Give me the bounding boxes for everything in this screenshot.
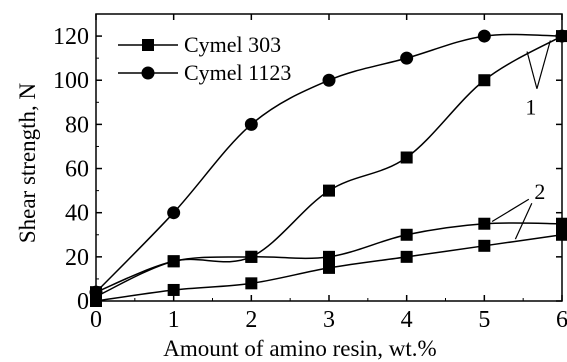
x-tick-label: 4 bbox=[401, 307, 413, 333]
square-point bbox=[167, 283, 180, 296]
legend-circle-icon bbox=[141, 66, 155, 80]
leader-line-2a bbox=[491, 198, 530, 223]
leader-line-1b bbox=[526, 51, 538, 89]
series-1 bbox=[90, 217, 567, 299]
square-point bbox=[478, 74, 491, 87]
square-point bbox=[323, 250, 335, 263]
legend-square-icon bbox=[142, 39, 154, 51]
square-point bbox=[323, 261, 335, 274]
circle-point bbox=[244, 117, 258, 131]
annotation-layer: 12 bbox=[491, 40, 551, 240]
leader-line-1a bbox=[536, 40, 551, 89]
square-point bbox=[556, 30, 567, 43]
x-axis-title: Amount of amino resin, wt.% bbox=[163, 336, 436, 361]
legend: Cymel 303 Cymel 1123 bbox=[118, 32, 291, 85]
circle-point bbox=[322, 73, 336, 87]
y-tick-label: 80 bbox=[65, 112, 89, 138]
x-tick-label: 5 bbox=[478, 307, 490, 333]
y-tick-label: 0 bbox=[77, 289, 89, 315]
legend-item-2: Cymel 1123 bbox=[118, 60, 291, 85]
y-axis-title: Shear strength, N bbox=[15, 82, 40, 243]
y-tick-label: 100 bbox=[53, 68, 89, 94]
series-layer bbox=[89, 29, 567, 307]
square-point bbox=[478, 217, 491, 230]
x-tick-label: 3 bbox=[323, 307, 335, 333]
circle-point bbox=[477, 29, 491, 43]
square-point bbox=[323, 184, 335, 197]
square-point bbox=[400, 151, 413, 164]
square-point bbox=[400, 250, 413, 263]
square-point bbox=[478, 239, 491, 252]
annotation-2: 2 bbox=[534, 179, 545, 204]
leader-line-2b bbox=[514, 202, 533, 240]
series-4 bbox=[90, 30, 567, 303]
x-tick-label: 6 bbox=[556, 307, 567, 333]
x-tick-label: 0 bbox=[90, 307, 102, 333]
square-point bbox=[245, 250, 258, 263]
circle-point bbox=[400, 51, 414, 65]
y-tick-label: 40 bbox=[65, 201, 89, 227]
square-point bbox=[245, 277, 258, 290]
circle-point bbox=[167, 206, 181, 220]
square-point bbox=[400, 228, 413, 241]
series-2 bbox=[89, 29, 567, 299]
square-point bbox=[556, 217, 567, 230]
x-tick-label: 1 bbox=[168, 307, 180, 333]
annotation-1: 1 bbox=[525, 95, 536, 120]
legend-item-1: Cymel 303 bbox=[118, 32, 281, 57]
legend-label: Cymel 303 bbox=[184, 32, 281, 57]
y-tick-label: 20 bbox=[65, 245, 89, 271]
square-point bbox=[556, 228, 567, 241]
square-point bbox=[90, 290, 102, 303]
legend-label: Cymel 1123 bbox=[184, 60, 291, 85]
y-tick-label: 120 bbox=[53, 24, 89, 50]
x-tick-label: 2 bbox=[245, 307, 257, 333]
square-point bbox=[167, 255, 180, 268]
y-tick-label: 60 bbox=[65, 157, 89, 183]
